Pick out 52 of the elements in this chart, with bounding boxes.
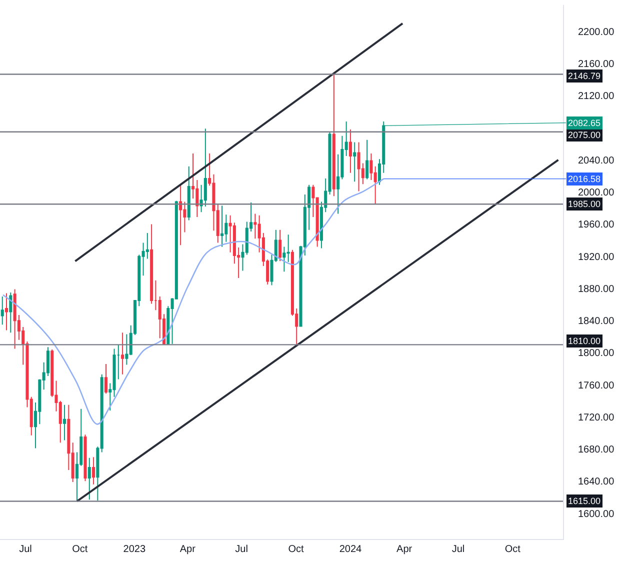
candlestick bbox=[348, 128, 352, 174]
y-tick-label: 1840.00 bbox=[578, 316, 615, 328]
candlestick bbox=[220, 205, 224, 248]
ref-line-label: 1615.00 bbox=[568, 496, 601, 506]
x-tick-label: Jul bbox=[452, 544, 465, 555]
y-tick-label: 2000.00 bbox=[578, 188, 615, 199]
y-tick-label: 2160.00 bbox=[578, 59, 615, 70]
candlestick bbox=[84, 434, 87, 482]
x-tick-label: Jul bbox=[19, 544, 32, 555]
candlestick bbox=[121, 332, 124, 375]
candlestick bbox=[104, 363, 108, 394]
x-tick-label: Apr bbox=[396, 544, 413, 555]
annotation: 2082.65 bbox=[568, 118, 601, 128]
y-tick-label: 1920.00 bbox=[578, 252, 615, 263]
candlestick bbox=[63, 404, 66, 441]
y-tick-label: 2200.00 bbox=[578, 27, 615, 38]
ref-line-label: 2146.79 bbox=[568, 71, 601, 81]
candlestick bbox=[0, 296, 4, 326]
x-tick-label: Apr bbox=[180, 544, 196, 555]
x-tick-label: Jul bbox=[235, 544, 248, 555]
candlestick bbox=[92, 456, 96, 485]
x-tick-label: 2024 bbox=[339, 544, 362, 555]
y-tick-label: 2040.00 bbox=[578, 155, 615, 166]
y-tick-label: 1760.00 bbox=[578, 380, 615, 392]
annotation: 2016.58 bbox=[568, 174, 601, 184]
x-tick-label: Oct bbox=[72, 544, 88, 555]
candlestick bbox=[13, 288, 16, 350]
candlestick bbox=[353, 142, 356, 182]
ref-line-label: 1985.00 bbox=[568, 199, 601, 209]
candlestick bbox=[179, 184, 182, 246]
ref-line-label: 2075.00 bbox=[568, 130, 601, 140]
candlestick bbox=[278, 229, 282, 262]
x-tick-label: 2023 bbox=[123, 544, 146, 555]
x-tick-label: Oct bbox=[504, 544, 521, 555]
y-tick-label: 1880.00 bbox=[578, 284, 615, 295]
x-tick-label: Oct bbox=[288, 544, 304, 555]
y-tick-label: 2120.00 bbox=[578, 91, 615, 102]
y-tick-label: 1960.00 bbox=[578, 220, 615, 231]
y-tick-label: 1640.00 bbox=[578, 476, 615, 488]
y-tick-label: 1800.00 bbox=[578, 348, 615, 360]
candlestick bbox=[5, 292, 8, 331]
candlestick bbox=[187, 166, 190, 221]
candlestick bbox=[366, 139, 369, 180]
candlestick bbox=[357, 142, 360, 192]
ref-line-label: 1810.00 bbox=[568, 336, 601, 346]
candlestick bbox=[88, 457, 91, 500]
y-tick-label: 1720.00 bbox=[578, 412, 615, 424]
y-tick-label: 1680.00 bbox=[578, 444, 615, 456]
y-tick-label: 1600.00 bbox=[578, 508, 615, 520]
candlestick bbox=[332, 74, 336, 197]
candlestick bbox=[9, 292, 12, 334]
line-series bbox=[2, 178, 384, 425]
